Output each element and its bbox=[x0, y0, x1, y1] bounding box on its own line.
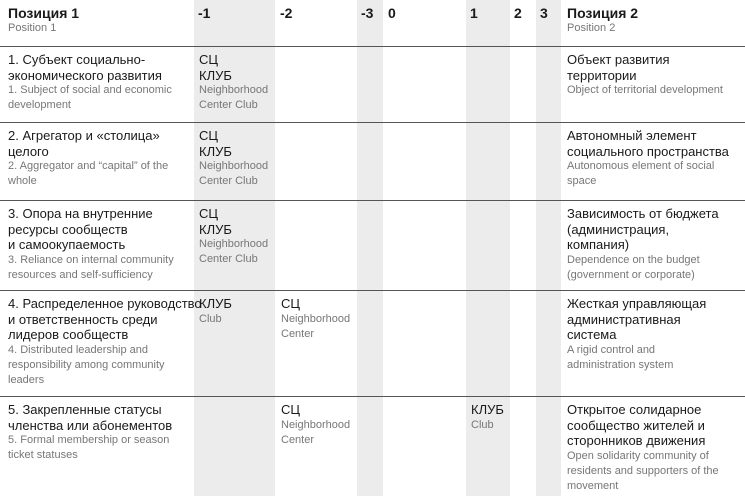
scale-cell-ru: СЦ bbox=[199, 128, 219, 143]
position2-subtitle: Position 2 bbox=[567, 22, 616, 34]
scale-label: 0 bbox=[388, 5, 396, 21]
position2-title: Позиция 2 bbox=[567, 5, 639, 21]
right-cell-ru: система bbox=[567, 327, 617, 342]
left-cell-en: ticket statuses bbox=[8, 449, 78, 461]
right-cell-ru: Автономный элемент bbox=[567, 128, 697, 143]
scale-label: 2 bbox=[514, 5, 522, 21]
scale-cell-ru: СЦ bbox=[199, 206, 219, 221]
left-cell-en: whole bbox=[8, 175, 37, 187]
right-cell-en: space bbox=[567, 175, 597, 187]
scale-label: 1 bbox=[470, 5, 478, 21]
left-cell-ru: 4. Распределенное руководство bbox=[8, 296, 202, 311]
left-cell-en: development bbox=[8, 99, 71, 111]
scale-label: 3 bbox=[540, 5, 548, 21]
scale-cell-en: Center Club bbox=[199, 253, 258, 265]
scale-cell-en: Center Club bbox=[199, 99, 258, 111]
scale-cell-ru: СЦ bbox=[281, 402, 301, 417]
column-shade bbox=[357, 0, 383, 496]
right-cell-ru: Объект развития bbox=[567, 52, 670, 67]
row-divider bbox=[0, 396, 745, 397]
right-cell-en: Open solidarity community of bbox=[567, 449, 709, 462]
scale-cell-ru: КЛУБ bbox=[199, 296, 232, 311]
scale-label: -1 bbox=[198, 5, 211, 21]
right-cell-en: Object of territorial development bbox=[567, 84, 723, 96]
left-cell-ru: ресурсы сообществ bbox=[8, 221, 128, 237]
scale-cell-en: Neighborhood bbox=[199, 238, 269, 250]
row-divider bbox=[0, 46, 745, 47]
scale-cell-en: Club bbox=[199, 312, 222, 325]
scale-cell-en: Neighborhood bbox=[281, 312, 351, 325]
right-cell-ru: сообщество жителей и bbox=[567, 417, 705, 433]
left-cell-ru: и ответственность среди bbox=[8, 311, 158, 327]
right-cell-en: Autonomous element of social bbox=[567, 160, 715, 172]
left-cell-en: leaders bbox=[8, 373, 45, 386]
scale-cell-ru: КЛУБ bbox=[199, 143, 232, 159]
right-cell-en: movement bbox=[567, 479, 619, 492]
right-cell-ru: социального пространства bbox=[567, 143, 729, 159]
scale-cell-en: Club bbox=[471, 418, 494, 431]
row-divider bbox=[0, 200, 745, 201]
scale-label: -2 bbox=[280, 5, 293, 21]
right-cell-en: A rigid control and bbox=[567, 343, 656, 356]
scale-label: -3 bbox=[361, 5, 374, 21]
right-cell-ru: сторонников движения bbox=[567, 433, 706, 448]
left-cell-en: resources and self-sufficiency bbox=[8, 268, 153, 281]
position1-title: Позиция 1 bbox=[8, 5, 80, 21]
right-cell-ru: Открытое солидарное bbox=[567, 402, 702, 417]
left-cell-ru: 3. Опора на внутренние bbox=[8, 206, 153, 221]
right-cell-en: Dependence on the budget bbox=[567, 253, 700, 266]
column-shade bbox=[536, 0, 561, 496]
position1-subtitle: Position 1 bbox=[8, 22, 57, 34]
scale-cell-ru: КЛУБ bbox=[471, 402, 504, 417]
scale-cell-en: Center bbox=[281, 327, 315, 340]
left-cell-en: responsibility among community bbox=[8, 358, 165, 371]
scale-cell-ru: КЛУБ bbox=[199, 221, 232, 237]
left-cell-ru: членства или абонементов bbox=[8, 417, 173, 433]
left-cell-ru: 2. Агрегатор и «столица» bbox=[8, 128, 160, 143]
scale-cell-en: Neighborhood bbox=[281, 418, 351, 431]
left-cell-ru: лидеров сообществ bbox=[8, 327, 129, 342]
right-cell-ru: (администрация, bbox=[567, 221, 670, 237]
left-cell-en: 1. Subject of social and economic bbox=[8, 84, 172, 96]
right-cell-ru: территории bbox=[567, 67, 637, 83]
scale-cell-ru: СЦ bbox=[281, 296, 301, 311]
left-cell-ru: 1. Субъект социально- bbox=[8, 52, 146, 67]
row-divider bbox=[0, 290, 745, 291]
right-cell-en: residents and supporters of the bbox=[567, 464, 719, 477]
scale-cell-ru: СЦ bbox=[199, 52, 219, 67]
left-cell-ru: экономического развития bbox=[8, 67, 162, 83]
right-cell-ru: Жесткая управляющая bbox=[567, 296, 707, 311]
scale-cell-en: Center bbox=[281, 433, 315, 446]
left-cell-ru: и самоокупаемость bbox=[8, 237, 126, 252]
column-shade bbox=[466, 0, 510, 496]
right-cell-ru: компания) bbox=[567, 237, 630, 252]
scale-cell-en: Neighborhood bbox=[199, 84, 269, 96]
left-cell-en: 3. Reliance on internal community bbox=[8, 253, 174, 266]
left-cell-ru: 5. Закрепленные статусы bbox=[8, 402, 162, 417]
scale-cell-ru: КЛУБ bbox=[199, 67, 232, 83]
row-divider bbox=[0, 122, 745, 123]
right-cell-ru: Зависимость от бюджета bbox=[567, 206, 719, 221]
right-cell-ru: административная bbox=[567, 311, 681, 327]
column-shade bbox=[194, 0, 275, 496]
left-cell-en: 2. Aggregator and “capital” of the bbox=[8, 160, 169, 172]
right-cell-en: (government or corporate) bbox=[567, 268, 695, 281]
left-cell-ru: целого bbox=[8, 143, 49, 159]
scale-cell-en: Center Club bbox=[199, 175, 258, 187]
left-cell-en: 4. Distributed leadership and bbox=[8, 343, 149, 356]
left-cell-en: 5. Formal membership or season bbox=[8, 434, 170, 446]
scale-cell-en: Neighborhood bbox=[199, 160, 269, 172]
right-cell-en: administration system bbox=[567, 358, 674, 371]
